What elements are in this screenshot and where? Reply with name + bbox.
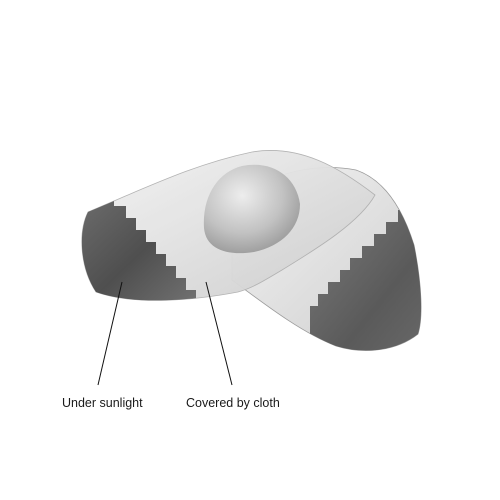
under-sunlight-label: Under sunlight [62, 396, 143, 410]
right-lens-darkened-area [310, 210, 422, 351]
callout-line-cloth [205, 281, 233, 386]
left-lens-darkened-area [81, 200, 196, 301]
covered-by-cloth-label: Covered by cloth [186, 396, 280, 410]
lens-overlap-reflection [203, 164, 300, 254]
callout-line-sunlight [97, 281, 123, 386]
